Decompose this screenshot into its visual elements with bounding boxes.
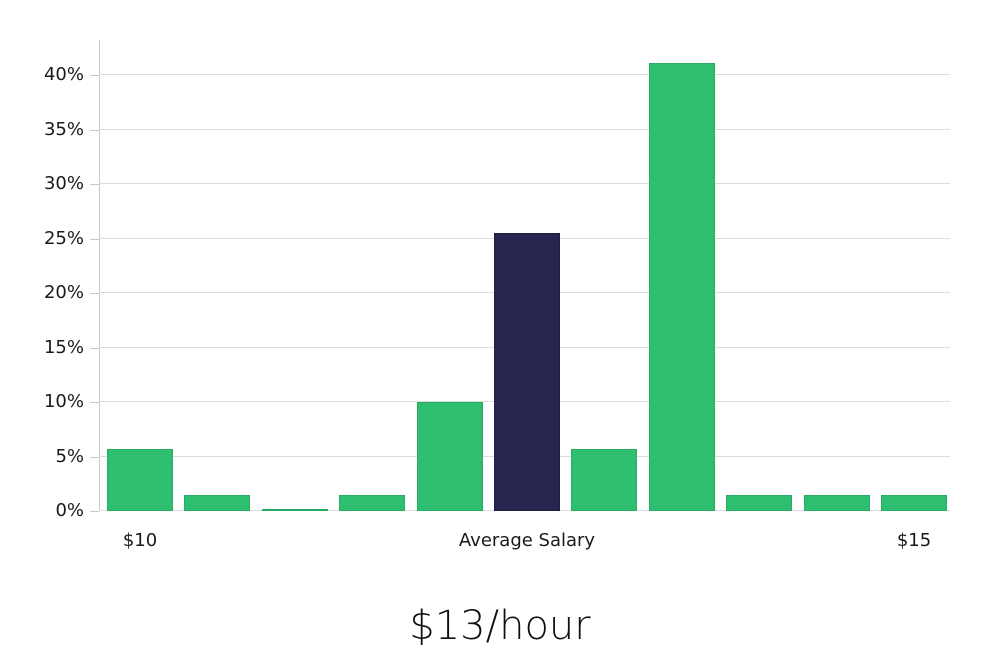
- bar: [107, 448, 173, 511]
- plot-area: [99, 40, 950, 511]
- x-tick-label: $15: [896, 530, 932, 551]
- y-tick-mark: [90, 75, 99, 76]
- y-tick-label: 0%: [55, 500, 84, 521]
- y-tick-mark: [90, 129, 99, 131]
- y-tick-label: 25%: [43, 227, 84, 249]
- y-tick-mark: [90, 184, 99, 185]
- bar: [726, 494, 793, 511]
- y-tick-label: 10%: [43, 391, 84, 412]
- gridline: [99, 128, 950, 130]
- y-tick-label: 35%: [43, 118, 84, 140]
- bar: [339, 494, 406, 511]
- bar: [261, 509, 328, 511]
- gridline: [99, 183, 950, 184]
- y-tick-mark: [90, 347, 99, 349]
- x-tick-label: $10: [122, 530, 158, 551]
- y-tick-mark: [90, 238, 99, 240]
- bar-average-salary: [494, 233, 560, 511]
- y-tick-mark: [90, 511, 99, 512]
- y-tick-mark: [90, 456, 99, 458]
- y-tick-mark: [90, 402, 99, 403]
- y-axis-line: [99, 40, 100, 511]
- chart-title: $13/hour: [409, 603, 591, 649]
- bar: [416, 402, 483, 511]
- bar: [881, 494, 947, 511]
- y-tick-label: 30%: [43, 173, 84, 194]
- y-tick-mark: [90, 293, 99, 294]
- gridline: [99, 74, 950, 75]
- y-tick-label: 20%: [43, 282, 84, 303]
- y-tick-label: 15%: [43, 336, 84, 358]
- bar: [803, 494, 870, 511]
- bar: [648, 63, 715, 511]
- bar: [571, 448, 638, 511]
- x-tick-label: Average Salary: [458, 530, 596, 551]
- y-tick-label: 40%: [43, 64, 84, 85]
- bar: [184, 494, 251, 511]
- y-tick-label: 5%: [55, 445, 84, 467]
